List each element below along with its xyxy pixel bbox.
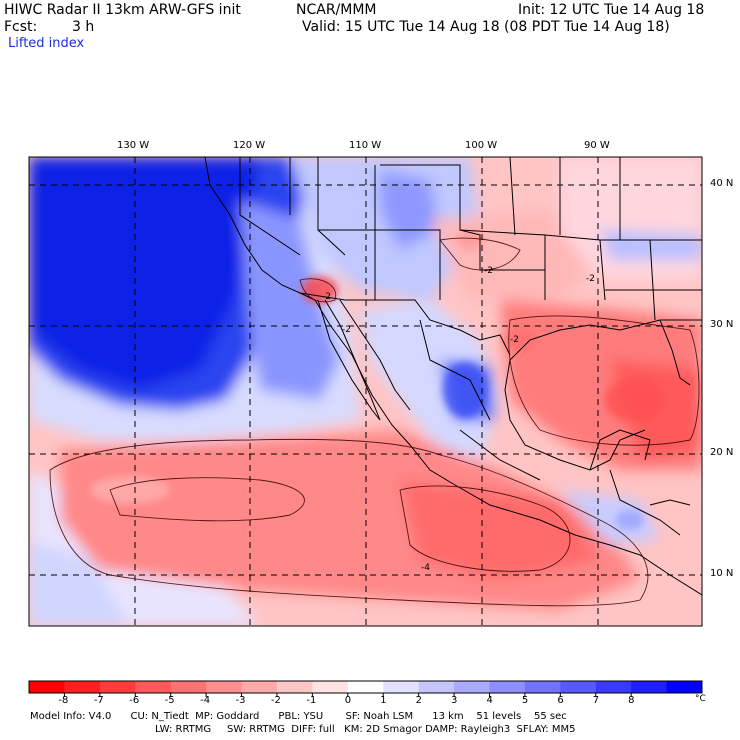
latitude-label: 10 N: [710, 568, 734, 579]
colorbar-tick-label: 0: [344, 695, 352, 706]
graticule: [29, 157, 702, 626]
colorbar-tick-label: 7: [592, 695, 600, 706]
colorbar-tick-label: -6: [129, 695, 140, 706]
organization-label: NCAR/MMM: [296, 2, 377, 18]
colorbar-swatch: [524, 681, 561, 693]
colorbar-swatch: [276, 681, 313, 693]
colorbar-tick-label: 8: [628, 695, 635, 706]
colorbar-swatch: [454, 681, 490, 693]
colorbar-swatch: [383, 681, 420, 693]
colorbar-tick-label: 6: [557, 695, 564, 706]
contour-label: -2: [510, 335, 519, 345]
colorbar-swatch: [666, 681, 703, 693]
product-title: HIWC Radar II 13km ARW-GFS init: [4, 2, 241, 18]
contour-label: -2: [586, 274, 595, 284]
latitude-label: 40 N: [710, 178, 734, 189]
colorbar-tick-label: 1: [380, 695, 387, 706]
colorbar-tick-label: -4: [200, 695, 211, 706]
colorbar-tick-label: -1: [306, 695, 317, 706]
contour-lines: [49, 237, 700, 607]
colorbar-tick-label: 2: [415, 695, 422, 706]
colorbar-swatch: [631, 681, 668, 693]
longitude-label: 110 W: [349, 140, 382, 151]
longitude-label: 100 W: [465, 140, 498, 151]
political-boundaries: [204, 157, 702, 596]
forecast-hour: 3 h: [72, 19, 95, 35]
colorbar-swatch: [560, 681, 597, 693]
lifted-index-field: [29, 157, 702, 626]
field-name: Lifted index: [8, 36, 85, 51]
colorbar-swatch: [595, 681, 632, 693]
colorbar-swatch: [29, 681, 65, 693]
colorbar-swatch: [241, 681, 278, 693]
colorbar-unit: °C: [695, 694, 706, 704]
colorbar-swatch: [489, 681, 526, 693]
longitude-label: 120 W: [233, 140, 266, 151]
color-legend: [29, 681, 703, 697]
latitude-label: 30 N: [710, 319, 734, 330]
colorbar-swatch: [99, 681, 136, 693]
colorbar-tick-label: -2: [270, 695, 281, 706]
map-frame: [28, 156, 703, 627]
colorbar-tick-label: -3: [235, 695, 246, 706]
physics-info-line: LW: RRTMG SW: RRTMG DIFF: full KM: 2D Sm…: [155, 724, 576, 735]
contour-label: -2: [484, 266, 493, 276]
colorbar-swatch: [170, 681, 207, 693]
longitude-label: 130 W: [117, 140, 150, 151]
longitude-label: 90 W: [584, 140, 610, 151]
colorbar-swatch: [418, 681, 455, 693]
colorbar-swatch: [312, 681, 349, 693]
colorbar-tick-label: -5: [164, 695, 175, 706]
model-info-line: Model Info: V4.0 CU: N_Tiedt MP: Goddard…: [30, 711, 567, 722]
colorbar-tick-label: 5: [521, 695, 529, 706]
colorbar-tick-label: -7: [93, 695, 104, 706]
forecast-label: Fcst:: [4, 19, 38, 35]
colorbar-swatch: [135, 681, 172, 693]
init-time: Init: 12 UTC Tue 14 Aug 18: [518, 2, 705, 18]
colorbar-tick-label: 3: [451, 695, 458, 706]
contour-label: -4: [421, 563, 430, 573]
colorbar-tick-label: 4: [486, 695, 493, 706]
contour-label: -2: [322, 292, 331, 302]
colorbar-swatch: [206, 681, 243, 693]
valid-time: Valid: 15 UTC Tue 14 Aug 18 (08 PDT Tue …: [302, 19, 670, 35]
contour-label: -2: [342, 325, 351, 335]
colorbar-swatch: [64, 681, 101, 693]
colorbar-tick-label: -8: [58, 695, 69, 706]
colorbar-swatch: [347, 681, 384, 693]
latitude-label: 20 N: [710, 447, 734, 458]
